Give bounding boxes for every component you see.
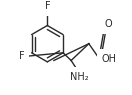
Text: NH₂: NH₂ <box>70 72 88 82</box>
Text: OH: OH <box>101 54 116 64</box>
Text: F: F <box>19 51 25 61</box>
Text: F: F <box>44 1 50 11</box>
Text: O: O <box>105 19 112 29</box>
